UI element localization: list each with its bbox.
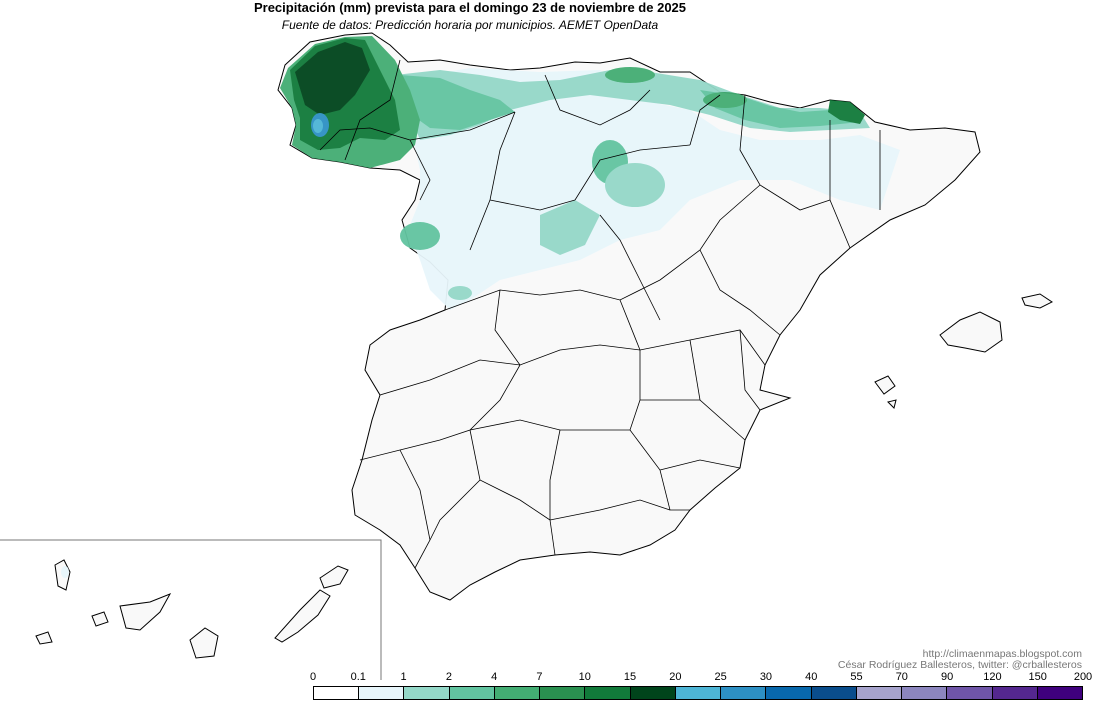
legend-swatch <box>449 687 495 699</box>
island-ibiza <box>874 375 896 395</box>
island-el-hierro <box>35 631 53 645</box>
legend-swatch <box>947 687 993 699</box>
rain-zone-cantabrico <box>395 70 870 140</box>
legend-tick-label: 90 <box>940 671 954 683</box>
legend-tick-label: 70 <box>895 671 908 683</box>
legend-tick-label: 2 <box>445 671 452 683</box>
legend-swatch <box>585 687 631 699</box>
canary-inset <box>0 539 382 680</box>
rain-zone-salamanca <box>448 286 472 300</box>
rain-zone-pirineo-navarro <box>828 100 865 124</box>
credit-author: César Rodríguez Ballesteros, twitter: @c… <box>837 659 1082 671</box>
legend-tick-label: 10 <box>578 671 591 683</box>
legend-swatch <box>1037 687 1082 699</box>
legend-ticks: 0 0.1 1 2 4 7 10 15 20 25 30 40 55 70 90 120 150 200 <box>309 671 1092 685</box>
rain-zone-leon <box>400 222 440 250</box>
legend-swatch <box>856 687 903 699</box>
rain-zone-rias-baixas-core <box>313 119 323 133</box>
rain-zone-la-palma <box>61 566 69 578</box>
color-legend <box>313 686 1083 700</box>
legend-swatch <box>359 687 405 699</box>
credit-url: http://climaenmapas.blogspot.com <box>922 648 1082 660</box>
province-borders <box>319 59 881 569</box>
legend-swatch <box>766 687 812 699</box>
island-menorca <box>1021 293 1053 309</box>
map-title: Precipitación (mm) prevista para el domi… <box>253 0 687 15</box>
legend-swatch <box>721 687 767 699</box>
legend-swatch <box>404 687 450 699</box>
rain-zone-cantabria <box>605 67 655 83</box>
legend-swatch <box>675 687 722 699</box>
map-subtitle: Fuente de datos: Predicción horaria por … <box>281 18 659 32</box>
legend-swatch <box>314 687 360 699</box>
rain-zones <box>280 36 900 310</box>
rain-zone-asturias <box>400 75 515 130</box>
island-gran-canaria <box>189 627 219 659</box>
island-la-gomera <box>91 611 109 627</box>
legend-tick-label: 30 <box>759 671 773 683</box>
legend-tick-label: 200 <box>1073 671 1093 683</box>
legend-tick-label: 150 <box>1028 671 1047 683</box>
legend-tick-label: 15 <box>623 671 637 683</box>
legend-swatch <box>811 687 857 699</box>
legend-tick-label: 7 <box>536 671 543 683</box>
legend-swatch <box>540 687 586 699</box>
balearic-islands <box>874 293 1053 409</box>
legend-swatch <box>992 687 1038 699</box>
legend-swatch <box>902 687 948 699</box>
legend-tick-label: 0.1 <box>350 671 366 683</box>
canary-inset-frame <box>0 539 382 680</box>
legend-tick-label: 4 <box>491 671 498 683</box>
legend-swatch <box>494 687 541 699</box>
legend-tick-label: 40 <box>805 671 818 683</box>
legend-tick-label: 120 <box>983 671 1002 683</box>
island-tenerife <box>119 593 172 631</box>
legend-tick-label: 55 <box>850 671 863 683</box>
legend-tick-label: 20 <box>669 671 682 683</box>
island-mallorca <box>939 311 1003 353</box>
island-formentera <box>887 399 897 409</box>
rain-zone-soria <box>605 163 665 207</box>
legend-tick-label: 0 <box>309 671 317 683</box>
legend-tick-label: 1 <box>400 671 407 683</box>
legend-swatch <box>630 687 676 699</box>
island-lanzarote <box>319 565 349 589</box>
rain-zone-bizkaia <box>703 92 747 108</box>
legend-tick-label: 25 <box>714 671 727 683</box>
rain-zone-galicia-core <box>295 42 370 115</box>
rain-zone-sistema-central <box>540 200 600 255</box>
island-fuerteventura <box>274 589 331 643</box>
